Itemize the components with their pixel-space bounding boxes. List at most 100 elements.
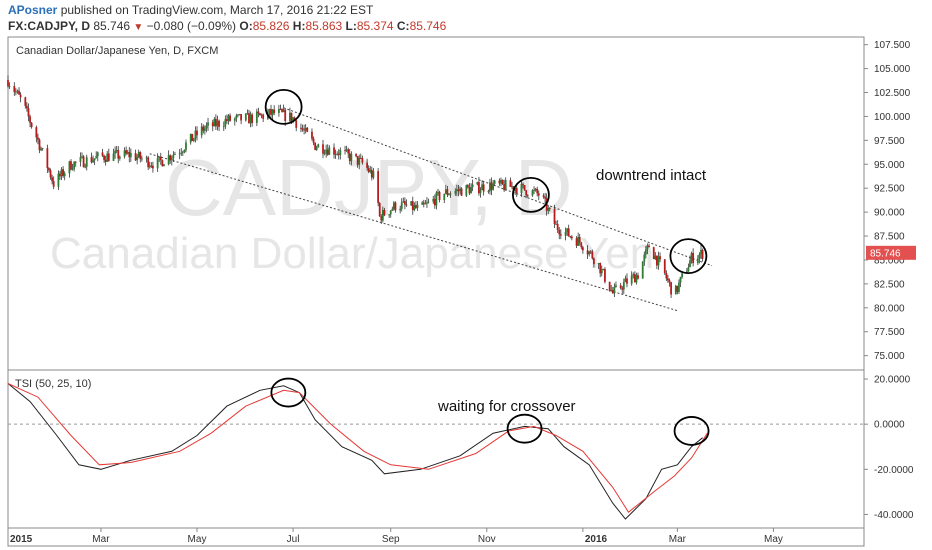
candle-up <box>597 263 600 265</box>
candle-down <box>525 190 528 196</box>
last-price-tag-bg <box>866 245 916 260</box>
candle-down <box>333 147 335 155</box>
candle-up <box>492 183 494 190</box>
candle-up <box>410 201 413 206</box>
candle-up <box>85 157 88 167</box>
candle-up <box>227 115 230 121</box>
candle-up <box>79 157 82 162</box>
candle-down <box>159 156 162 161</box>
candle-up <box>443 193 446 200</box>
candle-up <box>389 210 392 215</box>
candle-up <box>413 205 416 211</box>
candle-down <box>405 204 408 206</box>
tsi-y-tick-label: 20.0000 <box>874 375 911 386</box>
candle-up <box>40 148 42 151</box>
candle-down <box>134 153 137 161</box>
candle-down <box>526 195 529 197</box>
candle-down <box>152 165 154 169</box>
candle-down <box>377 171 380 203</box>
candle-down <box>49 170 52 178</box>
open-label: O: <box>239 19 253 33</box>
candle-down <box>383 209 386 216</box>
candle-up <box>205 125 208 129</box>
candle-up <box>624 278 627 283</box>
tsi-panel-title: TSI (50, 25, 10) <box>15 378 91 390</box>
candle-up <box>481 184 483 191</box>
candle-down <box>13 86 16 92</box>
candle-down <box>433 198 436 206</box>
candle-up <box>635 275 638 283</box>
publish-info: published on TradingView.com, March 17, … <box>60 3 374 17</box>
candle-down <box>370 169 373 178</box>
candle-up <box>93 158 96 161</box>
candle-up <box>392 202 395 210</box>
candle-down <box>652 247 655 260</box>
candle-down <box>30 122 33 128</box>
candle-down <box>626 278 628 284</box>
candle-down <box>611 290 614 294</box>
candle-down <box>52 181 55 187</box>
candle-up <box>323 153 326 155</box>
candle-down <box>7 80 9 87</box>
candle-up <box>224 119 227 127</box>
candle-up <box>63 173 66 177</box>
candle-up <box>315 147 318 150</box>
candle-up <box>448 194 450 196</box>
candle-up <box>421 202 424 205</box>
candle-down <box>240 114 242 121</box>
candle-down <box>202 126 205 131</box>
candle-down <box>161 160 164 167</box>
price-change: −0.080 (−0.09%) <box>146 19 237 33</box>
candle-down <box>670 282 672 295</box>
annotation-crossover: waiting for crossover <box>437 398 576 415</box>
candle-up <box>602 269 605 270</box>
candle-up <box>92 160 94 163</box>
candle-up <box>222 126 225 128</box>
author-link[interactable]: APosner <box>8 3 58 17</box>
candle-down <box>251 114 254 123</box>
candle-down <box>648 245 650 248</box>
candle-down <box>128 152 131 158</box>
candle-up <box>237 114 239 116</box>
candle-up <box>514 187 517 191</box>
candle-up <box>255 111 258 123</box>
candle-down <box>196 130 198 136</box>
candle-up <box>148 165 151 168</box>
close-value: 85.746 <box>409 19 447 33</box>
last-price-tag: 85.746 <box>866 245 916 260</box>
candle-down <box>457 189 460 192</box>
candle-up <box>564 231 567 236</box>
candle-down <box>394 202 397 211</box>
candle-down <box>593 258 595 265</box>
candle-up <box>207 122 209 126</box>
candle-up <box>249 114 252 124</box>
candle-down <box>337 153 340 155</box>
x-tick-label: 2015 <box>10 534 33 545</box>
candle-up <box>170 157 173 161</box>
low-value: 85.374 <box>356 19 394 33</box>
candle-up <box>588 251 591 255</box>
candle-down <box>559 234 562 236</box>
price-y-tick-label: 82.500 <box>874 279 905 290</box>
candle-down <box>478 182 480 194</box>
candle-down <box>503 184 506 191</box>
candle-down <box>522 183 524 186</box>
candle-down <box>322 144 324 154</box>
candle-down <box>290 112 293 122</box>
candle-down <box>27 108 30 117</box>
candle-down <box>303 129 305 131</box>
candle-down <box>359 157 362 159</box>
candle-up <box>489 182 491 192</box>
price-y-axis: 107.500 105.000 102.500 100.000 97.500 95.000… <box>864 40 911 362</box>
candle-up <box>81 156 83 158</box>
candle-up <box>402 201 405 203</box>
candle-down <box>656 255 658 266</box>
candle-up <box>470 187 472 194</box>
annotation-circle <box>673 416 710 446</box>
candle-down <box>548 208 551 209</box>
candle-down <box>82 156 85 168</box>
candle-up <box>158 156 161 159</box>
high-value: 85.863 <box>305 19 343 33</box>
candle-down <box>633 274 636 283</box>
